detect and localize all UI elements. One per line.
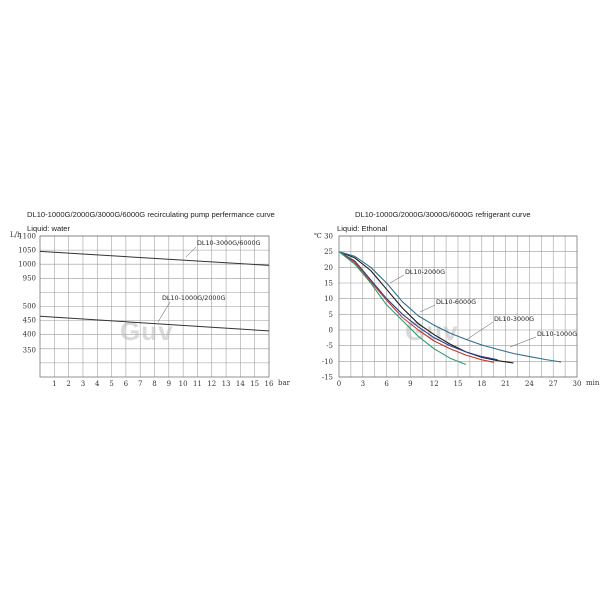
pump-series bbox=[39, 250, 270, 332]
refrigerant-x-tick-label: 6 bbox=[384, 380, 389, 388]
refrigerant-grid bbox=[339, 235, 577, 378]
refrigerant-series-line-0 bbox=[338, 251, 514, 364]
refrigerant-leader-2000g bbox=[389, 274, 405, 284]
refrigerant-y-tick-label: 20 bbox=[324, 264, 333, 272]
refrigerant-y-tick-label: 15 bbox=[324, 280, 333, 288]
pump-x-tick-label: 16 bbox=[265, 380, 274, 388]
pump-chart-title: DL10-1000G/2000G/3000G/6000G recirculati… bbox=[27, 210, 275, 219]
pump-y-unit: L/h bbox=[10, 231, 22, 239]
pump-y-tick-label: 500 bbox=[23, 303, 36, 311]
pump-leader-1000g bbox=[157, 301, 171, 323]
pump-series-label-3000g-6000g: DL10-3000G/6000G bbox=[197, 239, 261, 247]
refrigerant-series-label-2000g: DL10-2000G bbox=[405, 268, 445, 276]
refrigerant-leader-1000g bbox=[509, 336, 537, 348]
pump-x-tick-label: 9 bbox=[167, 380, 171, 388]
refrigerant-y-tick-label: 0 bbox=[329, 327, 333, 335]
pump-x-tick-label: 15 bbox=[250, 380, 259, 388]
refrigerant-y-tick-label: 30 bbox=[324, 233, 333, 241]
refrigerant-y-tick-label: 25 bbox=[324, 248, 333, 256]
pump-x-tick-label: 7 bbox=[138, 380, 142, 388]
pump-y-tick-label: 450 bbox=[23, 317, 36, 325]
pump-x-tick-label: 1 bbox=[52, 380, 56, 388]
refrigerant-chart-title: DL10-1000G/2000G/3000G/6000G refrigerant… bbox=[355, 210, 531, 219]
refrigerant-series-line-2 bbox=[338, 251, 494, 363]
pump-y-tick-label: 400 bbox=[23, 331, 36, 339]
refrigerant-leader-3000g bbox=[465, 321, 494, 341]
pump-y-ticks: 1100 1050 1000 950 500 450 400 350 bbox=[18, 233, 36, 355]
refrigerant-x-tick-label: 9 bbox=[408, 380, 412, 388]
pump-x-tick-label: 14 bbox=[236, 380, 245, 388]
pump-x-tick-label: 10 bbox=[179, 380, 188, 388]
pump-leader-3000g bbox=[185, 246, 197, 258]
refrigerant-y-ticks: 30 25 20 15 10 5 0 -5 -10 -15 bbox=[322, 233, 333, 382]
pump-x-tick-label: 6 bbox=[124, 380, 129, 388]
refrigerant-y-tick-label: 5 bbox=[329, 311, 333, 319]
refrigerant-x-tick-label: 12 bbox=[430, 380, 439, 388]
refrigerant-series-label-6000g: DL10-6000G bbox=[436, 298, 476, 306]
refrigerant-x-tick-label: 18 bbox=[477, 380, 486, 388]
pump-y-tick-label: 1100 bbox=[18, 233, 36, 241]
refrigerant-series-line-3 bbox=[338, 251, 562, 363]
refrigerant-y-unit: ℃ bbox=[314, 232, 322, 240]
refrigerant-x-tick-label: 30 bbox=[573, 380, 582, 388]
refrigerant-y-tick-label: -5 bbox=[326, 342, 333, 350]
pump-plot-frame bbox=[39, 235, 270, 378]
pump-y-tick-label: 1000 bbox=[18, 261, 36, 269]
refrigerant-y-tick-label: -10 bbox=[322, 358, 333, 366]
pump-series-line-1 bbox=[39, 315, 270, 332]
pump-x-tick-label: 4 bbox=[95, 380, 100, 388]
refrigerant-y-tick-label: 10 bbox=[324, 295, 333, 303]
refrigerant-series-label-1000g: DL10-1000G bbox=[537, 330, 577, 338]
refrigerant-series-line-1 bbox=[338, 251, 498, 361]
pump-x-unit: bar bbox=[278, 379, 291, 387]
refrigerant-x-unit: min bbox=[586, 379, 600, 387]
refrigerant-chart: DL10-1000G/2000G/3000G/6000G refrigerant… bbox=[314, 210, 600, 388]
refrigerant-series-label-3000g: DL10-3000G bbox=[494, 315, 534, 323]
pump-grid bbox=[40, 235, 269, 377]
pump-x-tick-label: 5 bbox=[109, 380, 113, 388]
refrigerant-x-tick-label: 24 bbox=[525, 380, 534, 388]
refrigerant-x-tick-label: 21 bbox=[501, 380, 510, 388]
refrigerant-plot-frame bbox=[338, 235, 578, 378]
pump-y-tick-label: 1050 bbox=[18, 247, 36, 255]
pump-series-label-1000g-2000g: DL10-1000G/2000G bbox=[162, 294, 226, 302]
pump-x-tick-label: 3 bbox=[81, 380, 85, 388]
pump-chart-subtitle: Liquid: water bbox=[27, 224, 71, 233]
refrigerant-x-tick-label: 15 bbox=[454, 380, 463, 388]
pump-series-line-0 bbox=[39, 250, 270, 266]
refrigerant-series bbox=[338, 251, 562, 366]
pump-watermark: Guv bbox=[120, 316, 174, 346]
pump-x-tick-label: 2 bbox=[66, 380, 70, 388]
refrigerant-series-line-4 bbox=[338, 251, 467, 366]
refrigerant-x-tick-label: 27 bbox=[549, 380, 558, 388]
pump-x-tick-label: 8 bbox=[152, 380, 156, 388]
refrigerant-x-tick-label: 0 bbox=[337, 380, 341, 388]
pump-x-tick-label: 12 bbox=[207, 380, 216, 388]
refrigerant-x-ticks: 0 3 6 9 12 15 18 21 24 27 30 bbox=[337, 380, 582, 388]
refrigerant-leader-6000g bbox=[419, 304, 436, 313]
pump-x-tick-label: 13 bbox=[222, 380, 231, 388]
refrigerant-watermark: Guv bbox=[405, 316, 459, 346]
refrigerant-y-tick-label: -15 bbox=[322, 374, 333, 382]
pump-y-tick-label: 950 bbox=[23, 275, 36, 283]
pump-x-tick-label: 11 bbox=[193, 380, 202, 388]
refrigerant-x-tick-label: 3 bbox=[361, 380, 365, 388]
refrigerant-chart-subtitle: Liquid: Ethonal bbox=[337, 224, 388, 233]
pump-y-tick-label: 350 bbox=[23, 347, 36, 355]
pump-performance-chart: DL10-1000G/2000G/3000G/6000G recirculati… bbox=[10, 210, 291, 388]
pump-x-ticks: 1 2 3 4 5 6 7 8 9 10 11 12 13 14 15 16 bbox=[52, 380, 274, 388]
